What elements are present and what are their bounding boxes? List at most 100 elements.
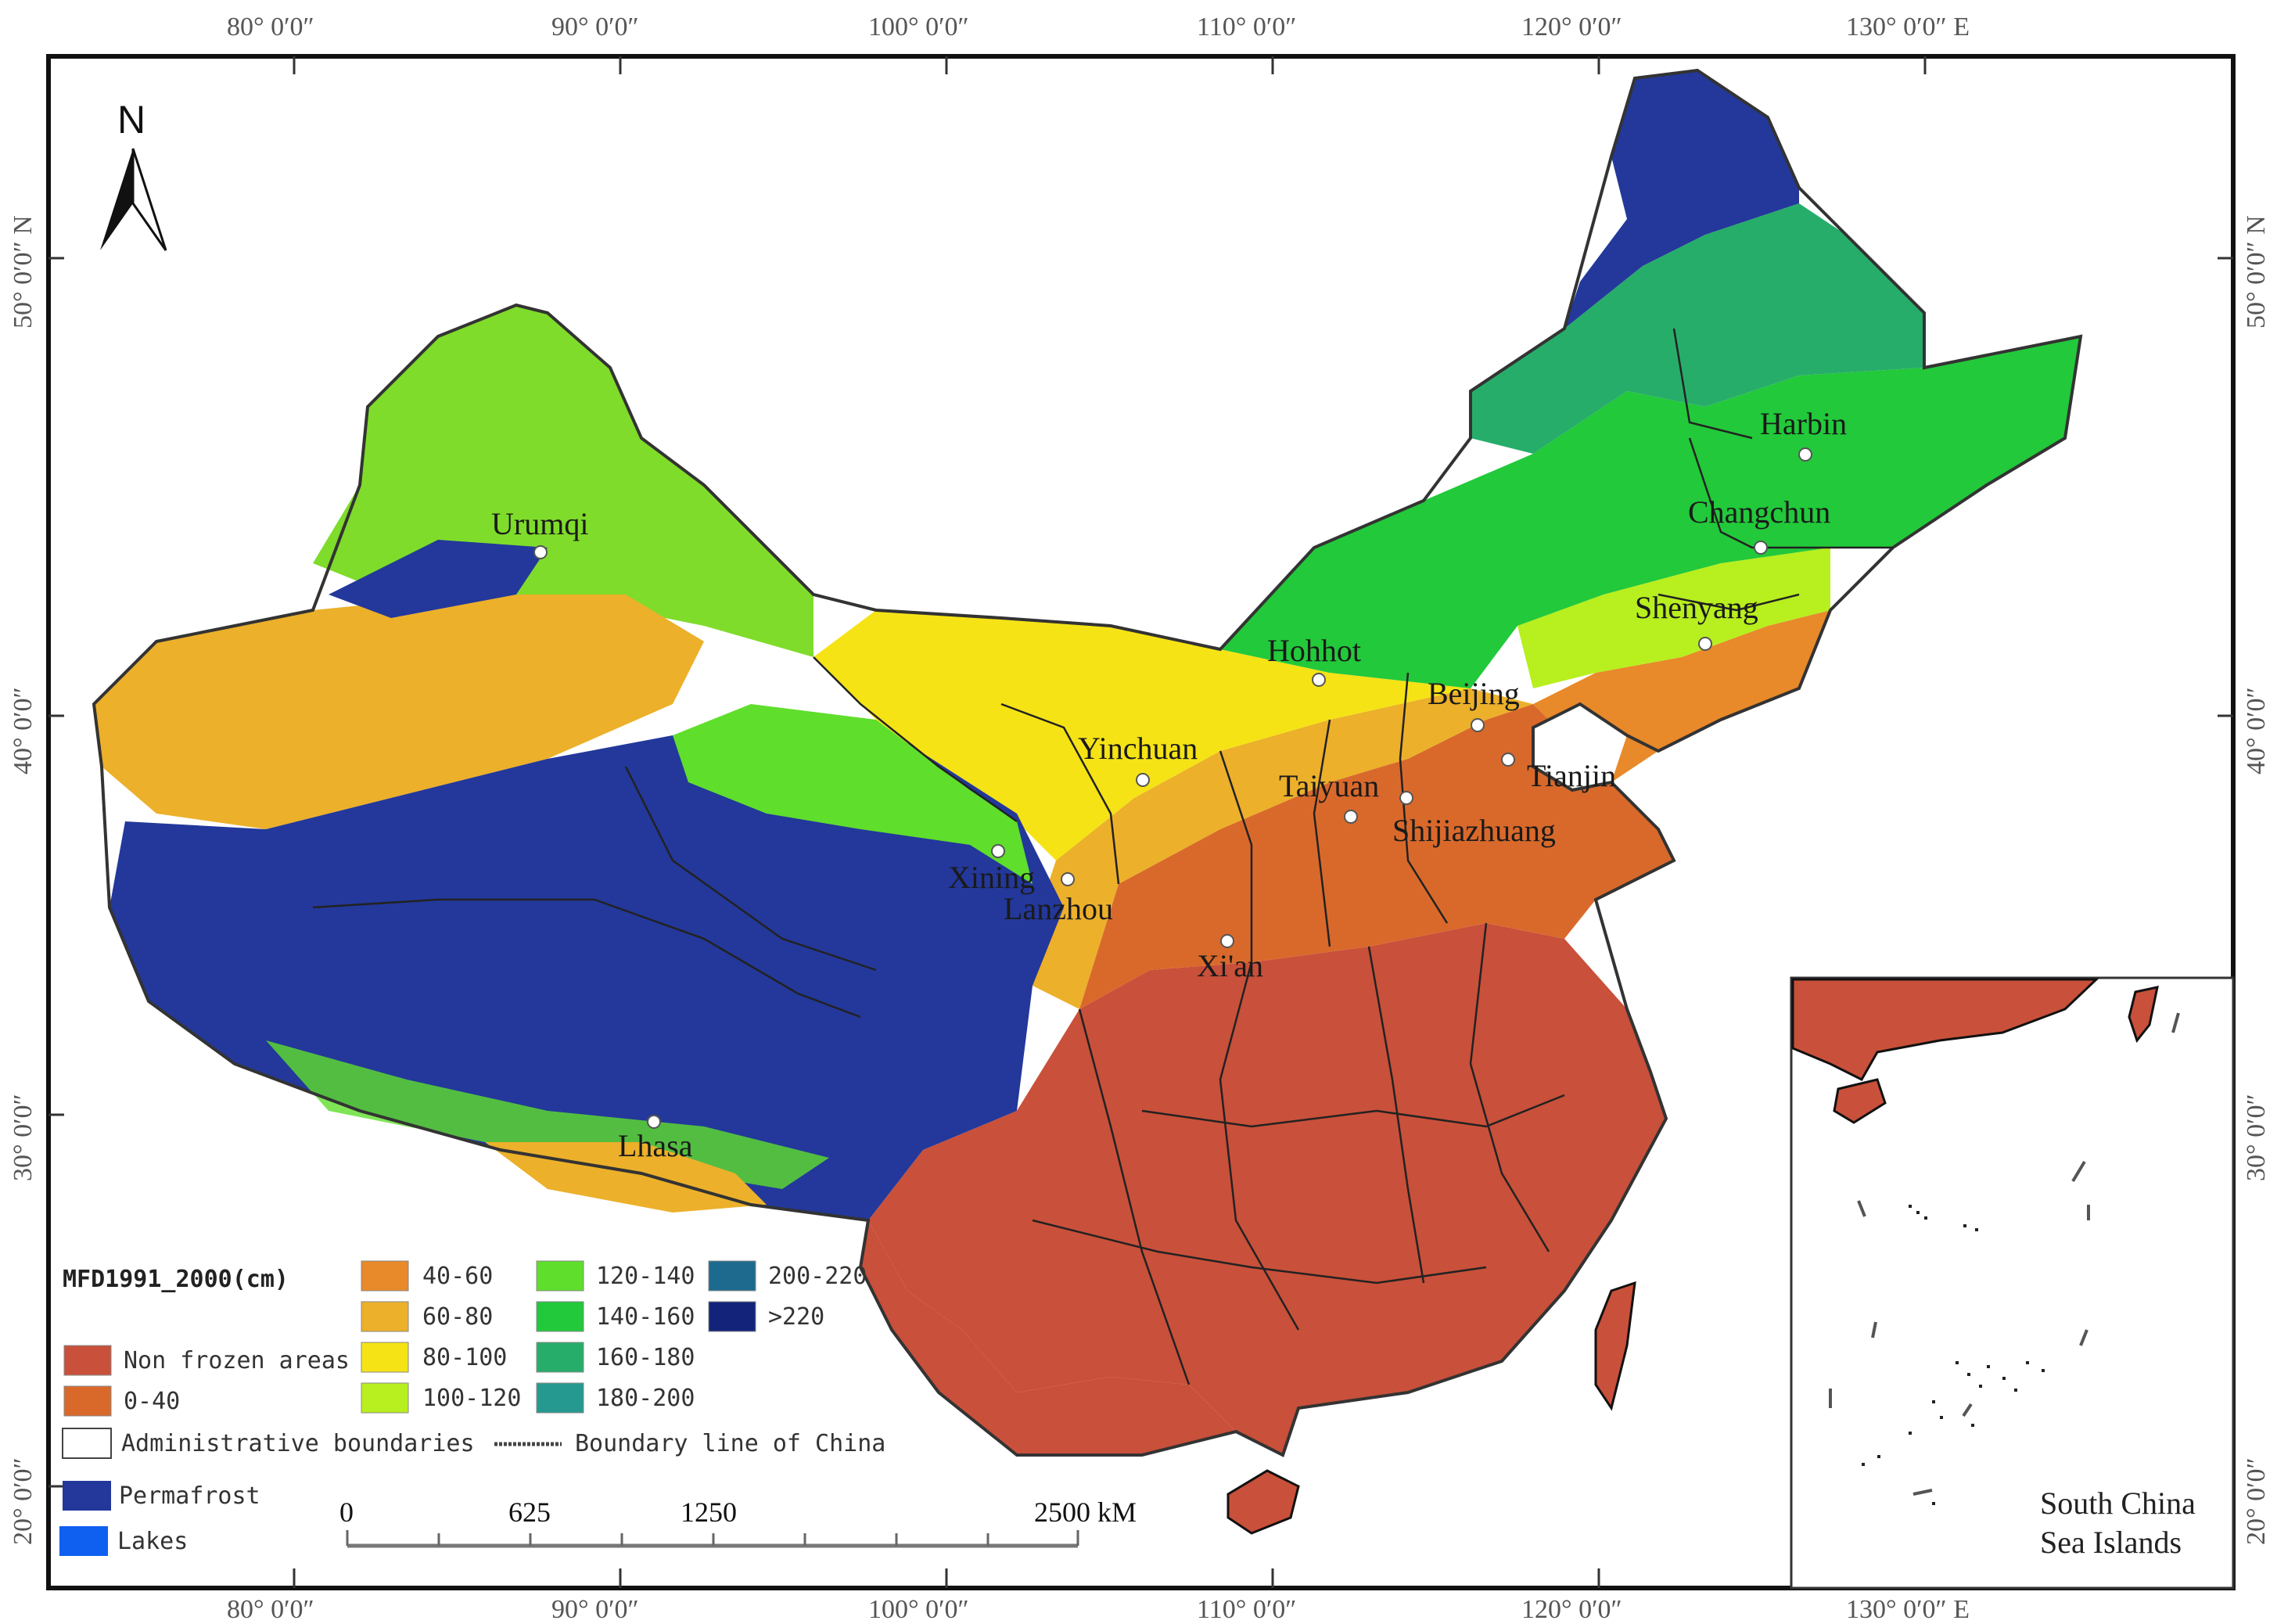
legend-item-40-60: 40-60 [361,1260,493,1292]
svg-text:Non frozen areas: Non frozen areas [124,1347,350,1374]
legend-swatch [361,1301,409,1332]
legend: MFD1991_2000(cm) Non frozen areas 0-40 4… [59,1260,885,1556]
top-axis-ticks [293,56,1927,74]
svg-text:40° 0′0″: 40° 0′0″ [2242,687,2271,774]
svg-text:2500 kM: 2500 kM [1034,1496,1137,1528]
region-qilian-green [673,704,1033,884]
svg-text:0-40: 0-40 [124,1388,180,1415]
svg-text:30° 0′0″: 30° 0′0″ [2242,1094,2271,1181]
svg-text:80° 0′0″: 80° 0′0″ [227,13,314,41]
china-landmass [94,70,2081,1535]
svg-text:Permafrost: Permafrost [119,1482,260,1510]
city-labels: Urumqi Harbin Changchun Shenyang Hohhot … [491,406,1847,1163]
city-label-xining: Xining [948,860,1035,895]
svg-text:120-140: 120-140 [596,1263,695,1290]
city-dot-yinchuan [1136,773,1150,787]
svg-text:40° 0′0″: 40° 0′0″ [9,687,38,774]
svg-text:130° 0′0″ E: 130° 0′0″ E [1846,13,1970,41]
region-tianshan-permafrost [329,540,548,618]
city-dot-lanzhou [1061,872,1075,886]
svg-text:N: N [117,98,145,142]
city-label-urumqi: Urumqi [491,506,588,541]
legend-swatch [63,1345,112,1376]
svg-text:100-120: 100-120 [422,1385,521,1412]
top-axis-labels: 80° 0′0″ 90° 0′0″ 100° 0′0″ 110° 0′0″ 12… [227,13,1970,41]
legend-item-permafrost: Permafrost [63,1481,260,1511]
svg-text:>220: >220 [768,1303,824,1331]
svg-text:100° 0′0″: 100° 0′0″ [868,1595,969,1624]
legend-swatch [708,1260,756,1292]
legend-swatch [361,1342,409,1373]
svg-text:100° 0′0″: 100° 0′0″ [868,13,969,41]
legend-item-admin-boundaries: Administrative boundaries [62,1428,475,1459]
svg-text:1250: 1250 [681,1496,737,1528]
legend-swatch [536,1382,584,1414]
svg-text:60-80: 60-80 [422,1303,493,1331]
city-label-lanzhou: Lanzhou [1004,891,1113,926]
svg-text:130° 0′0″ E: 130° 0′0″ E [1846,1595,1970,1624]
city-dot-tianjin [1501,753,1515,767]
city-dot-xining [991,844,1005,858]
island-hainan [1226,1469,1300,1535]
region-160-180 [1471,203,1924,454]
svg-text:90° 0′0″: 90° 0′0″ [551,13,639,41]
region-tarim-basin [94,595,704,829]
city-label-xian: Xi'an [1197,948,1263,983]
city-dot-xian [1220,934,1234,948]
legend-swatch [536,1260,584,1292]
svg-text:20° 0′0″: 20° 0′0″ [2242,1457,2271,1545]
svg-text:200-220: 200-220 [768,1263,867,1290]
svg-text:625: 625 [508,1496,551,1528]
legend-item-180-200: 180-200 [536,1382,695,1414]
china-boundary-line [92,68,2083,1457]
legend-item-160-180: 160-180 [536,1342,695,1373]
bottom-axis-labels: 80° 0′0″ 90° 0′0″ 100° 0′0″ 110° 0′0″ 12… [227,1595,1970,1624]
left-axis-labels: 50° 0′0″ N 40° 0′0″ 30° 0′0″ 20° 0′0″ [9,215,38,1545]
city-label-harbin: Harbin [1760,406,1847,441]
legend-swatch [361,1260,409,1292]
svg-text:140-160: 140-160 [596,1303,695,1331]
svg-text:50° 0′0″ N: 50° 0′0″ N [2242,215,2271,329]
legend-item-over-220: >220 [708,1301,824,1332]
region-120-160 [1220,336,2081,688]
svg-text:120° 0′0″: 120° 0′0″ [1521,13,1622,41]
island-taiwan [1594,1281,1636,1411]
legend-item-80-100: 80-100 [361,1342,507,1373]
legend-item-60-80: 60-80 [361,1301,493,1332]
legend-item-120-140: 120-140 [536,1260,695,1292]
scale-bar: 0 625 1250 2500 kM [339,1496,1137,1548]
svg-text:20° 0′0″: 20° 0′0″ [9,1457,38,1545]
legend-item-100-120: 100-120 [361,1382,521,1414]
svg-text:Lakes: Lakes [117,1528,188,1555]
legend-item-140-160: 140-160 [536,1301,695,1332]
city-label-shenyang: Shenyang [1635,590,1758,625]
region-80-100 [813,610,1471,861]
region-non-frozen [868,923,1666,1455]
city-dot-hohhot [1312,673,1326,687]
city-markers [533,447,1812,1129]
region-permafrost-northeast [1564,70,1799,329]
svg-text:110° 0′0″: 110° 0′0″ [1197,13,1296,41]
legend-item-lakes: Lakes [59,1526,188,1556]
svg-text:160-180: 160-180 [596,1344,695,1371]
svg-text:Boundary line of China: Boundary line of China [575,1430,885,1457]
region-southwest-yunnan [860,1220,1236,1455]
city-dot-taiyuan [1344,810,1358,824]
legend-item-non-frozen: Non frozen areas [63,1345,350,1376]
legend-swatch [536,1301,584,1332]
south-china-sea-inset: South China Sea Islands [1790,976,2235,1590]
legend-item-200-220: 200-220 [708,1260,867,1292]
city-label-changchun: Changchun [1688,494,1830,530]
inset-title-line2: Sea Islands [2040,1525,2182,1560]
legend-swatch [63,1385,112,1417]
svg-text:80° 0′0″: 80° 0′0″ [227,1595,314,1624]
svg-text:90° 0′0″: 90° 0′0″ [551,1595,639,1624]
legend-swatch [536,1342,584,1373]
city-dot-harbin [1798,447,1812,462]
city-dot-changchun [1754,541,1768,555]
svg-text:40-60: 40-60 [422,1263,493,1290]
svg-text:80-100: 80-100 [422,1344,507,1371]
administrative-boundaries [312,328,1893,1385]
city-dot-lhasa [647,1115,661,1129]
